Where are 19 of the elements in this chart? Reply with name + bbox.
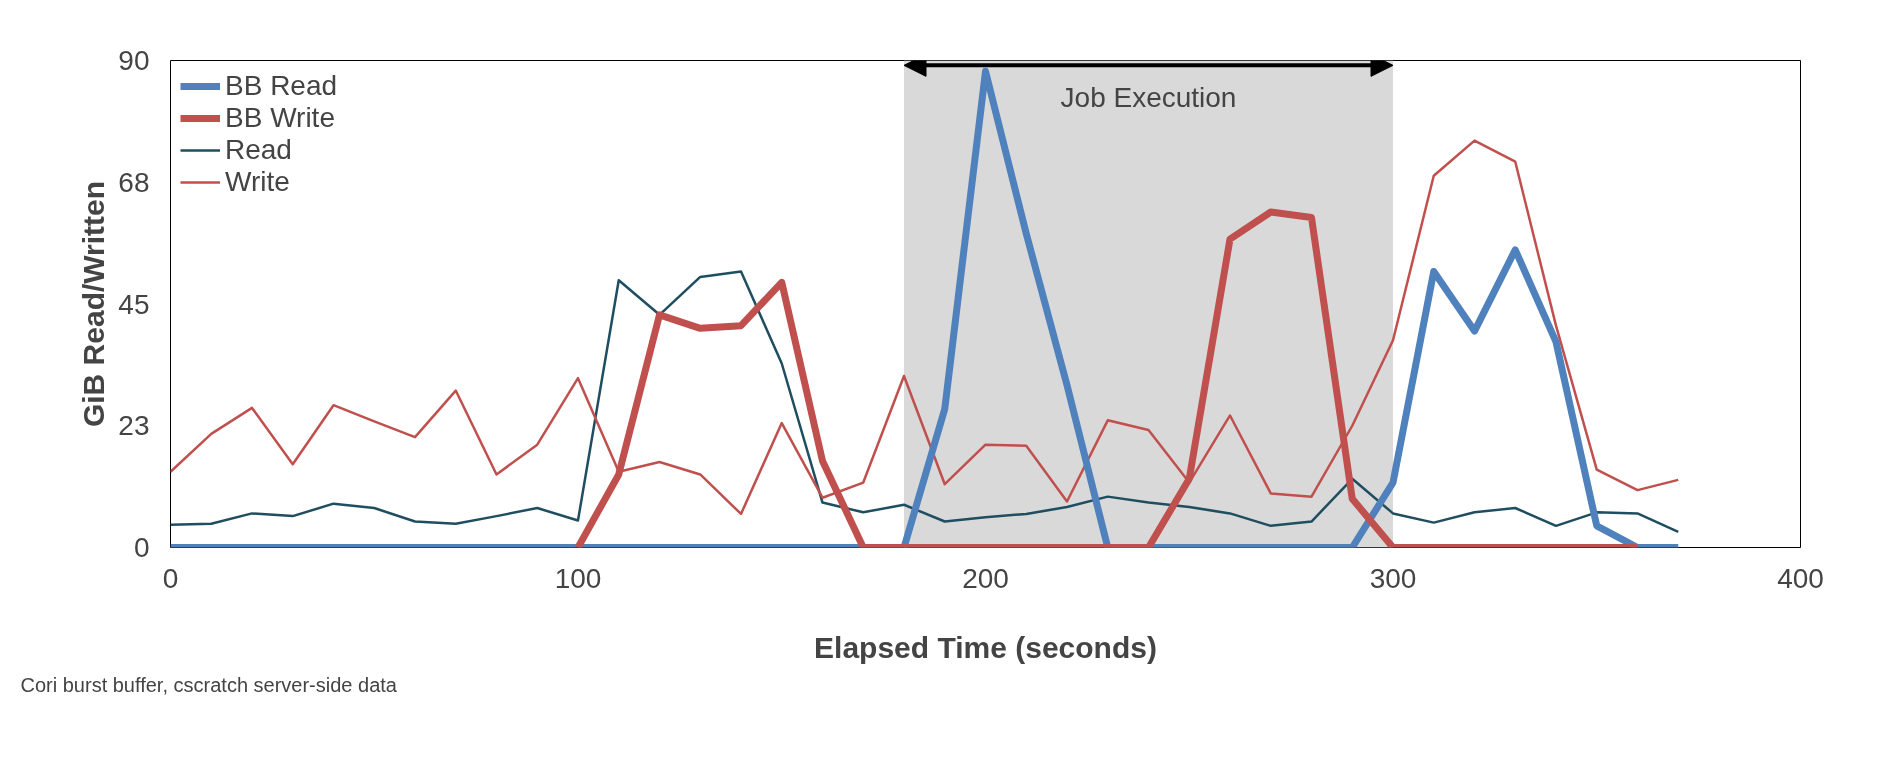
- y-tick-label: 23: [118, 410, 150, 442]
- text: Cori burst buffer, cscratch server-side data: [20, 673, 398, 696]
- y-tick-label: 68: [118, 166, 150, 198]
- x-axis-title: Elapsed Time (seconds): [814, 630, 1157, 664]
- legend-label: Read: [225, 134, 292, 166]
- y-axis-title: GiB Read/Written: [77, 180, 111, 428]
- legend-label: BB Read: [225, 70, 338, 102]
- x-tick-label: 100: [554, 562, 602, 594]
- y-tick-label: 45: [118, 288, 150, 320]
- x-tick-label: 200: [962, 562, 1009, 594]
- line-series: [170, 270, 1680, 534]
- x-tick-label: 0: [162, 562, 179, 594]
- y-tick-label: 90: [118, 45, 150, 76]
- legend-label: Write: [225, 166, 290, 198]
- band-label: Job Execution: [1060, 82, 1237, 114]
- legend-label: BB Write: [225, 102, 335, 134]
- y-tick-label: 0: [133, 532, 150, 563]
- x-tick-label: 400: [1777, 562, 1824, 594]
- x-tick-label: 300: [1369, 562, 1417, 594]
